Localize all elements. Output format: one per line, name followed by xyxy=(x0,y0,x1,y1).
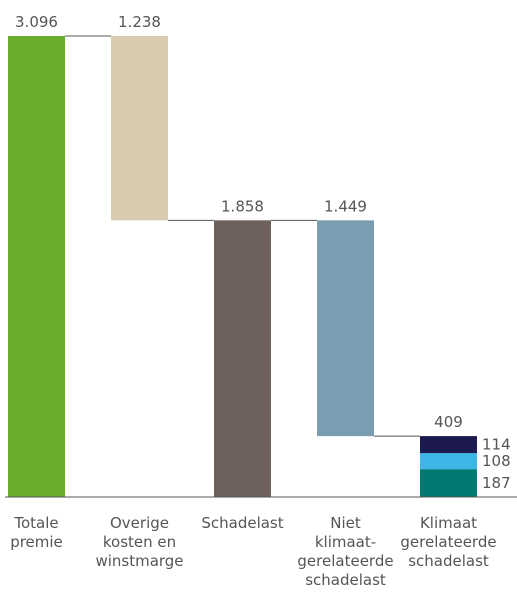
segment-label: 108 xyxy=(482,452,511,470)
category-label: Klimaat gerelateerde schadelast xyxy=(400,514,497,570)
category-label: Niet klimaat- gerelateerde schadelast xyxy=(297,514,394,589)
bar-segment xyxy=(420,436,477,454)
category-label: Schadelast xyxy=(201,514,284,532)
value-label: 409 xyxy=(434,413,463,431)
value-label: 3.096 xyxy=(15,13,58,31)
bar xyxy=(111,36,168,221)
bar xyxy=(317,220,374,437)
value-label: 1.238 xyxy=(118,13,161,31)
segment-label: 187 xyxy=(482,474,511,492)
bar-segment xyxy=(420,469,477,497)
value-label: 1.449 xyxy=(324,197,367,215)
value-label: 1.858 xyxy=(221,197,264,215)
category-label: Totale premie xyxy=(10,514,63,551)
bar xyxy=(214,220,271,497)
bar xyxy=(8,36,65,497)
bar-segment xyxy=(420,453,477,470)
segment-label: 114 xyxy=(482,436,511,454)
category-label: Overige kosten en winstmarge xyxy=(95,514,184,570)
